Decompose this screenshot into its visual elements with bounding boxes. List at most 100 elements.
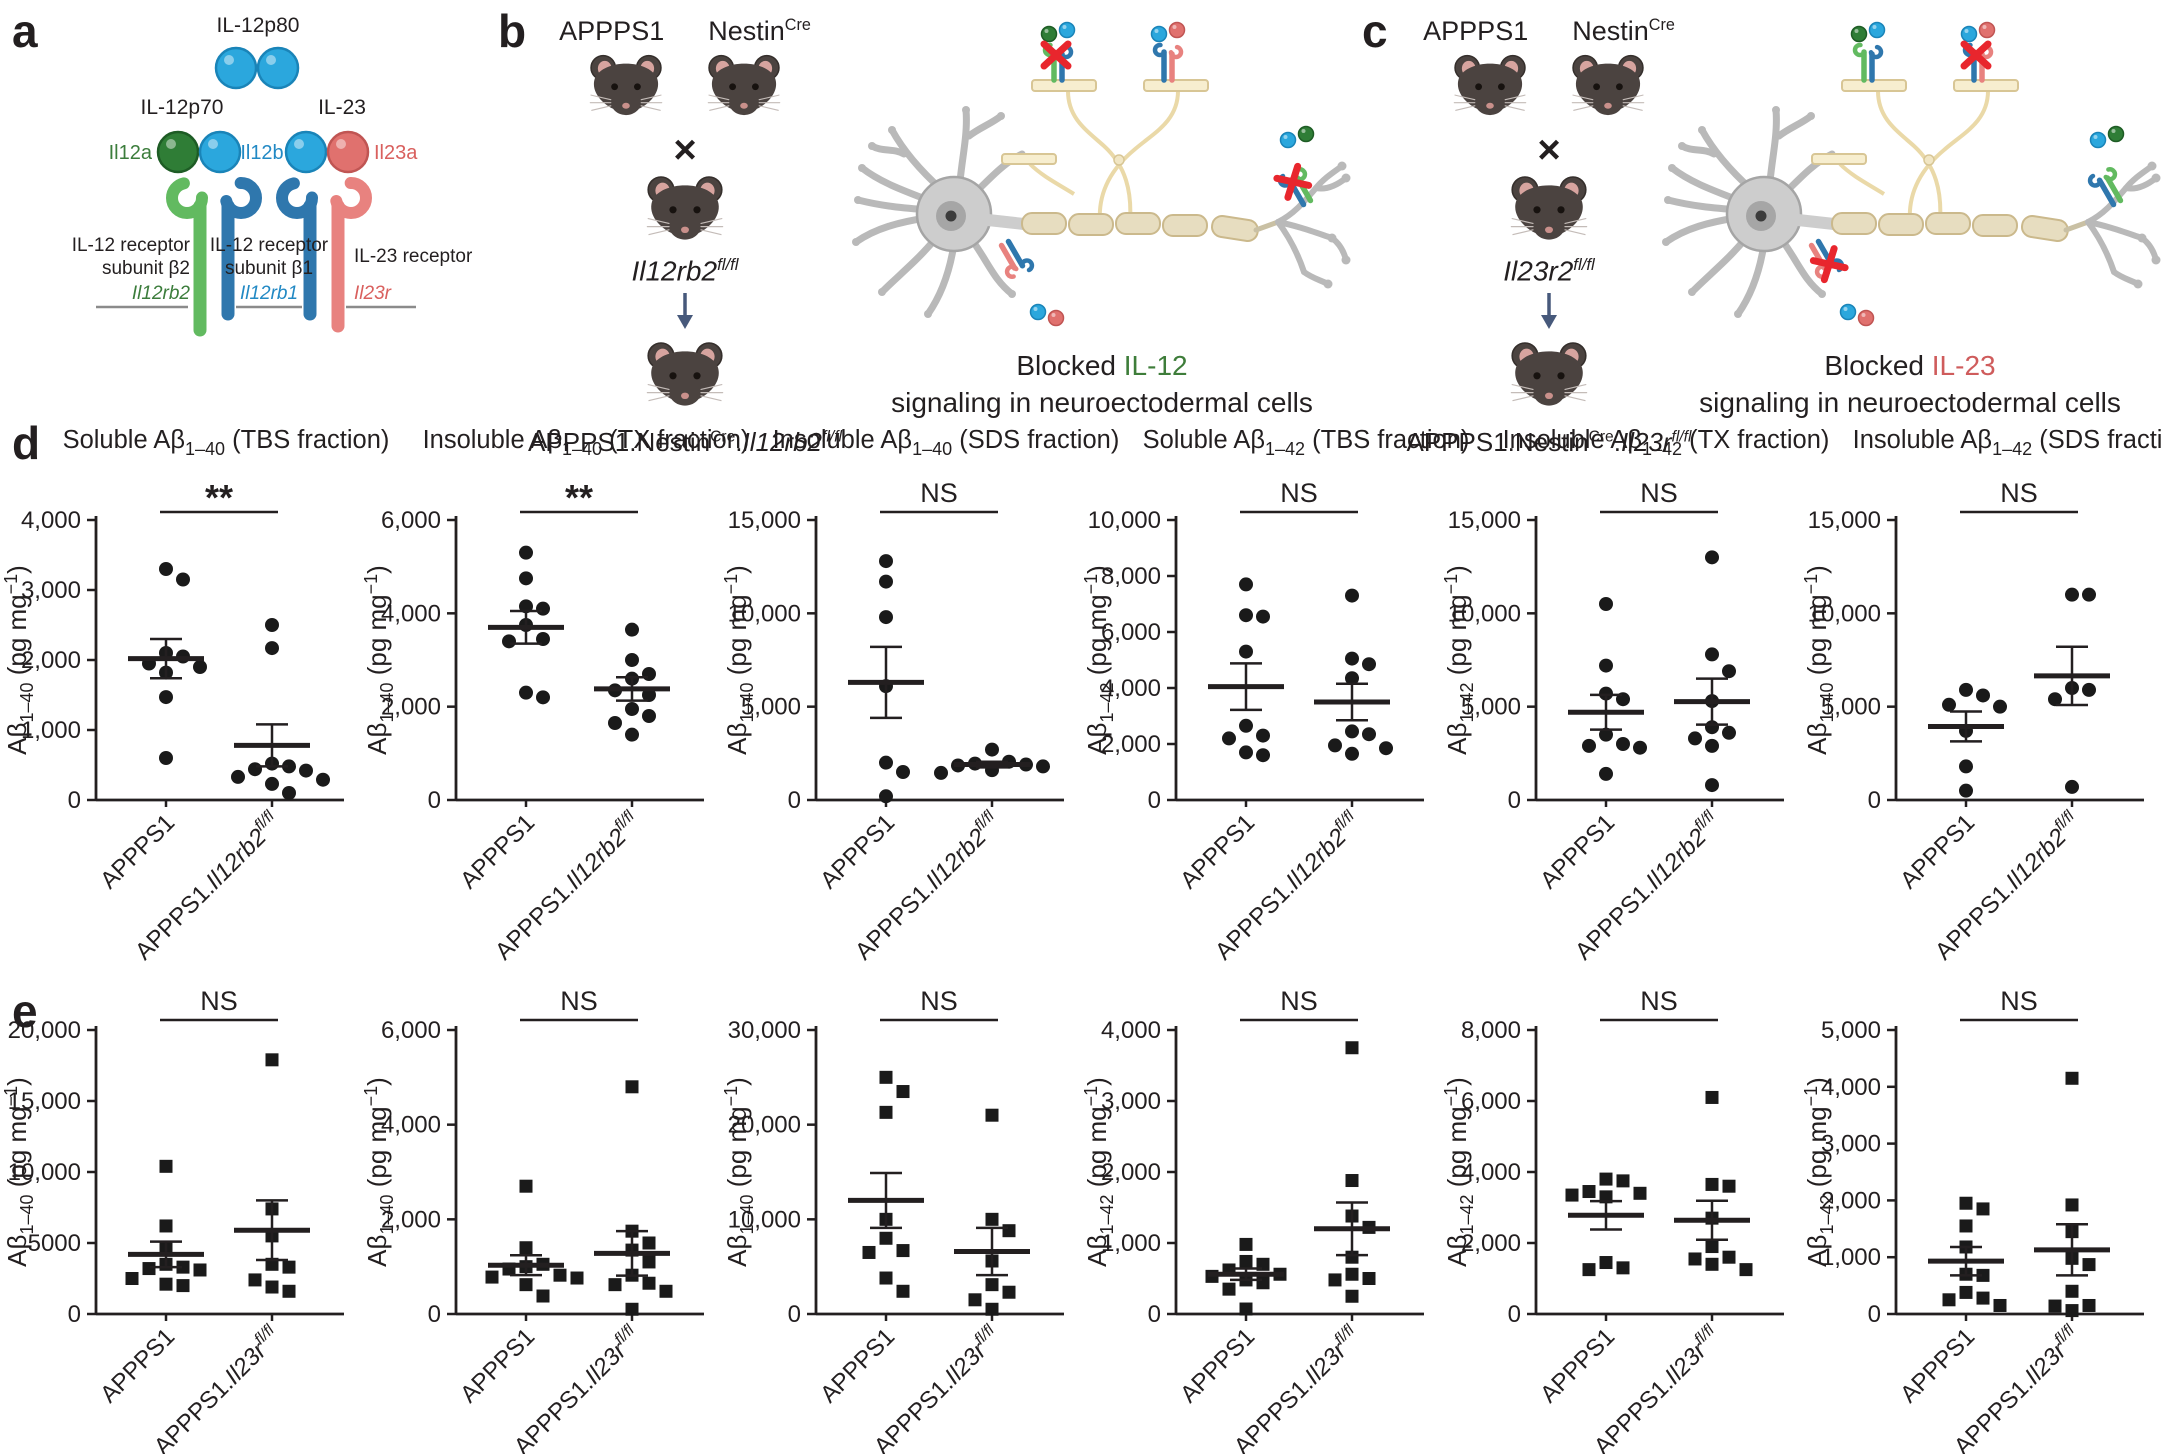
receptor-hook-icon: [330, 177, 372, 219]
data-point: [879, 574, 893, 589]
axon-fiber: [1838, 162, 1886, 196]
data-point: [2082, 682, 2096, 697]
data-point: [896, 765, 910, 779]
breeding-scheme-c: APPPS1 NestinCre × Il23r2fl/fl: [1384, 16, 1714, 458]
data-point: [1705, 1240, 1719, 1254]
data-point: [193, 1263, 207, 1277]
data-point: [879, 1271, 893, 1285]
data-point: [879, 610, 893, 625]
cytokine-icon: [1047, 309, 1065, 327]
cross-symbol: ×: [1537, 128, 1561, 172]
data-point: [1345, 1289, 1359, 1303]
blocked-x-icon: [1040, 40, 1072, 70]
data-point: [985, 1278, 999, 1292]
y-tick-label: 2,000: [21, 647, 81, 674]
y-tick-label: 10,000: [1808, 600, 1881, 627]
mouse-head-icon: [1510, 342, 1588, 406]
data-point: [176, 1260, 190, 1274]
cytokine-icon: [1857, 309, 1875, 327]
data-point: [879, 1070, 893, 1084]
data-point: [231, 769, 245, 784]
myelin-segment: [2021, 214, 2069, 243]
cytokine-subunit-icon: [198, 130, 242, 174]
neuron-diagram-il23: [1652, 21, 2161, 359]
y-axis-label: Aβ1–40 (pg mg−1): [1801, 565, 1837, 755]
y-tick-label: 5,000: [1821, 1017, 1881, 1044]
data-point: [1616, 1174, 1630, 1188]
chart-svg-d2: Insoluble Aβ1–40 (TX fraction)**02,0004,…: [361, 426, 749, 965]
y-tick-label: 0: [428, 1301, 441, 1328]
y-tick-label: 1,000: [21, 717, 81, 744]
mouse-icon: [645, 172, 725, 251]
panel-letter-b: b: [498, 5, 527, 57]
group-label: APPPS1: [1895, 1323, 1980, 1408]
parent-mouse-label: APPPS1: [1423, 16, 1529, 46]
mouse-icon: [1509, 338, 1589, 417]
receptor-icon: [1152, 42, 1184, 83]
nucleolus: [945, 210, 957, 222]
y-tick-label: 5000: [28, 1230, 81, 1257]
data-point: [1328, 1273, 1342, 1287]
group-label: APPPS1: [815, 809, 900, 894]
chart-svg-d1: Soluble Aβ1–40 (TBS fraction)**01,0002,0…: [1, 426, 389, 965]
y-axis-label: Aβ1–42 (pg mg−1): [1081, 1077, 1117, 1267]
data-point: [2048, 692, 2062, 707]
axon-fiber: [1907, 90, 1990, 223]
chart-e1: NS 0 5000 10,000 15,000 20,000 Aβ1–40 (pg mg−1…: [0, 952, 360, 1454]
down-arrow-icon: [674, 291, 696, 336]
y-tick-label: 0: [1148, 1301, 1161, 1328]
data-point: [2082, 1258, 2096, 1272]
data-point: [519, 685, 533, 700]
data-point: [879, 1231, 893, 1245]
cytokine-icon: [1868, 21, 1886, 39]
data-point: [2065, 1304, 2079, 1318]
data-point: [1976, 1202, 1990, 1216]
dendrite: [1734, 240, 1768, 318]
y-tick-label: 10,000: [1088, 507, 1161, 534]
y-axis-label: Aβ1–40 (pg mg−1): [1, 565, 37, 755]
data-point: [1633, 740, 1647, 755]
data-point: [985, 742, 999, 757]
data-point: [1616, 737, 1630, 751]
data-point: [248, 762, 262, 777]
il12rb2-name2: subunit β2: [102, 258, 190, 279]
data-point: [2065, 1198, 2079, 1212]
data-point: [1739, 1263, 1753, 1277]
y-tick-label: 5,000: [741, 694, 801, 721]
data-point: [265, 776, 279, 791]
cytokine-subunit-icon: [326, 130, 370, 174]
highlight: [336, 139, 346, 149]
data-point: [519, 1179, 533, 1193]
neuron-caption: Blocked IL-12 signaling in neuroectoderm…: [891, 350, 1313, 418]
chart-svg-e6: NS 0 1,000 2,000 3,000 4,000 5,000 Aβ1–42 (pg m…: [1801, 986, 2144, 1454]
data-point: [1345, 1041, 1359, 1055]
y-tick-label: 0: [68, 787, 81, 814]
data-point: [1942, 1293, 1956, 1307]
y-tick-label: 3,000: [1821, 1131, 1881, 1158]
receptor-hook-icon: [276, 177, 318, 219]
y-tick-label: 30,000: [728, 1017, 801, 1044]
y-axis-label: Aβ1–40 (pg mg−1): [721, 1077, 757, 1267]
axon-terminal-branch: [2085, 219, 2145, 241]
chart-e6: NS 0 1,000 2,000 3,000 4,000 5,000 Aβ1–42 (pg m…: [1800, 952, 2160, 1454]
data-point: [1705, 1090, 1719, 1104]
data-point: [1239, 608, 1253, 623]
mouse-icon: [706, 51, 782, 126]
data-point: [1362, 1272, 1376, 1285]
myelin-segment: [1162, 214, 1208, 237]
cytokine-icon: [1279, 131, 1297, 149]
result-genotype-label: APPPS1.NestinCre.Il23rfl/fl: [1406, 427, 1692, 458]
cytokine-receptor-diagram: IL-12p80 IL-12p70 IL-23 Il12a Il12b Il23a IL-1…: [72, 14, 473, 337]
breeding-scheme-b: APPPS1 NestinCre × Il12rb2fl/fl: [520, 16, 850, 458]
chart-title: Soluble Aβ1–42 (TBS fraction): [1143, 426, 1470, 459]
group-label: APPPS1: [1175, 1323, 1260, 1408]
panel-letter-a: a: [12, 5, 38, 57]
data-point: [282, 1284, 296, 1298]
data-point: [1582, 1263, 1596, 1277]
group-label: APPPS1: [95, 809, 180, 894]
data-point: [1002, 1224, 1016, 1238]
data-point: [2065, 587, 2079, 602]
significance-label: NS: [1280, 478, 1318, 508]
y-tick-label: 3,000: [21, 577, 81, 604]
data-point: [1599, 658, 1613, 673]
